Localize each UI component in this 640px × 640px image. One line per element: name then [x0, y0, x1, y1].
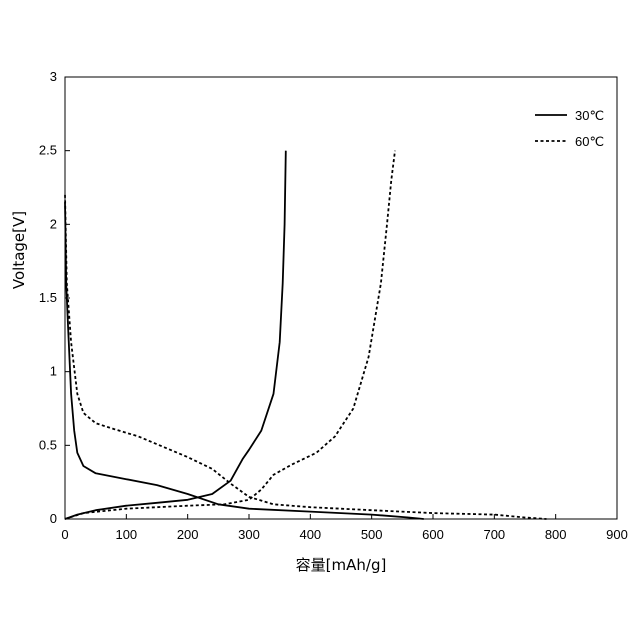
x-tick-label: 100 — [115, 527, 137, 542]
x-tick-label: 600 — [422, 527, 444, 542]
x-tick-label: 700 — [483, 527, 505, 542]
x-tick-label: 500 — [361, 527, 383, 542]
y-tick-label: 2 — [50, 216, 57, 231]
x-axis-label: 容量[mAh/g] — [296, 556, 387, 574]
legend-label: 60℃ — [575, 134, 604, 149]
series-lines — [65, 151, 547, 519]
y-tick-label: 2.5 — [39, 143, 57, 158]
x-tick-label: 200 — [177, 527, 199, 542]
plot-frame — [65, 77, 617, 519]
legend-label: 30℃ — [575, 108, 604, 123]
x-axis-ticks: 0 100 200 300 400 500 600 700 800 900 — [61, 514, 627, 542]
y-tick-label: 1 — [50, 364, 57, 379]
x-tick-label: 300 — [238, 527, 260, 542]
series-line-2-segment-2 — [65, 151, 395, 519]
x-tick-label: 900 — [606, 527, 628, 542]
series-line-1-segment-1 — [65, 202, 424, 519]
y-tick-label: 1.5 — [39, 290, 57, 305]
y-tick-label: 0.5 — [39, 437, 57, 452]
y-tick-label: 0 — [50, 511, 57, 526]
x-tick-label: 400 — [299, 527, 321, 542]
series-line-1-segment-2 — [65, 151, 286, 519]
y-tick-label: 3 — [50, 69, 57, 84]
series-line-2-segment-1 — [65, 195, 547, 519]
x-tick-label: 0 — [61, 527, 68, 542]
legend: 30℃ 60℃ — [535, 108, 604, 149]
y-axis-label: Voltage[V] — [10, 211, 28, 289]
x-tick-label: 800 — [545, 527, 567, 542]
